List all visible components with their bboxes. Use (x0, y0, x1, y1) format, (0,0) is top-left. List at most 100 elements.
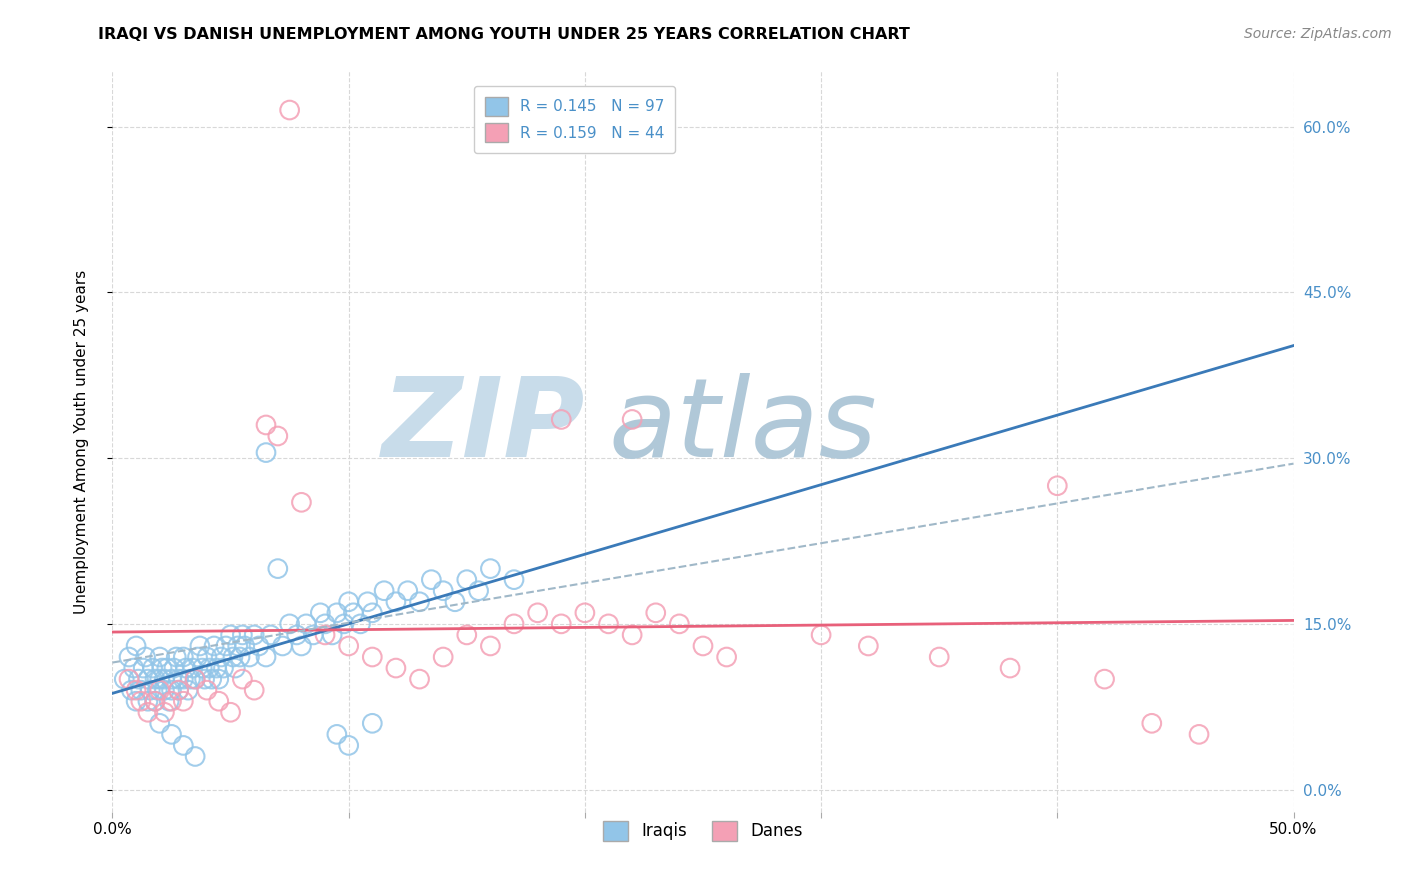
Point (260, 628, 283, 642)
Point (550, 616, 572, 631)
Point (172, 739, 194, 753)
Point (621, 628, 644, 642)
Point (254, 417, 277, 432)
Point (326, 606, 349, 620)
Point (254, 650, 277, 665)
Point (209, 650, 232, 665)
Point (129, 683, 152, 698)
Point (222, 650, 245, 665)
Point (267, 561, 290, 575)
Point (184, 672, 207, 686)
Point (132, 661, 155, 675)
Point (208, 672, 231, 686)
Point (143, 694, 166, 708)
Point (195, 683, 218, 698)
Point (205, 661, 228, 675)
Point (139, 683, 162, 698)
Point (118, 672, 141, 686)
Point (309, 606, 332, 620)
Point (160, 727, 183, 741)
Point (135, 650, 157, 665)
Point (136, 706, 159, 720)
Point (928, 650, 950, 665)
Point (160, 683, 183, 698)
Point (142, 661, 165, 675)
Point (290, 495, 312, 509)
Point (231, 672, 253, 686)
Point (172, 694, 194, 708)
Point (243, 683, 266, 698)
Point (267, 429, 290, 443)
Point (408, 595, 430, 609)
Point (156, 661, 179, 675)
Point (238, 650, 260, 665)
Point (337, 739, 360, 753)
Point (467, 583, 489, 598)
Point (432, 583, 454, 598)
Point (503, 616, 526, 631)
Point (692, 639, 714, 653)
Point (314, 628, 336, 642)
Text: IRAQI VS DANISH UNEMPLOYMENT AMONG YOUTH UNDER 25 YEARS CORRELATION CHART: IRAQI VS DANISH UNEMPLOYMENT AMONG YOUTH… (98, 27, 910, 42)
Point (456, 573, 478, 587)
Point (285, 628, 308, 642)
Point (326, 727, 349, 741)
Point (247, 639, 270, 653)
Point (160, 672, 183, 686)
Point (420, 573, 443, 587)
Point (153, 706, 176, 720)
Point (479, 561, 502, 575)
Text: Source: ZipAtlas.com: Source: ZipAtlas.com (1244, 27, 1392, 41)
Point (550, 412, 572, 426)
Point (231, 628, 253, 642)
Point (361, 650, 384, 665)
Point (208, 694, 231, 708)
Point (172, 650, 194, 665)
Point (136, 672, 159, 686)
Point (574, 606, 596, 620)
Point (858, 639, 880, 653)
Point (373, 583, 395, 598)
Point (179, 672, 201, 686)
Point (456, 628, 478, 642)
Point (444, 595, 467, 609)
Point (149, 683, 172, 698)
Point (479, 639, 502, 653)
Point (195, 650, 218, 665)
Point (149, 650, 172, 665)
Point (167, 683, 190, 698)
Point (125, 683, 148, 698)
Point (146, 683, 169, 698)
Point (361, 716, 384, 731)
Point (118, 650, 141, 665)
Point (621, 412, 644, 426)
Point (644, 606, 666, 620)
Point (810, 628, 832, 642)
Point (342, 606, 364, 620)
Point (295, 616, 318, 631)
Point (998, 661, 1021, 675)
Point (174, 661, 197, 675)
Point (408, 672, 430, 686)
Point (202, 639, 225, 653)
Point (181, 661, 204, 675)
Point (127, 672, 149, 686)
Point (526, 606, 548, 620)
Point (157, 694, 180, 708)
Point (186, 650, 208, 665)
Point (337, 595, 360, 609)
Point (271, 639, 294, 653)
Point (163, 661, 186, 675)
Point (278, 616, 301, 631)
Point (143, 672, 166, 686)
Point (184, 672, 207, 686)
Point (153, 672, 176, 686)
Point (165, 650, 187, 665)
Point (356, 595, 378, 609)
Point (184, 749, 207, 764)
Point (167, 672, 190, 686)
Point (129, 694, 152, 708)
Point (302, 628, 325, 642)
Point (149, 672, 172, 686)
Point (153, 683, 176, 698)
